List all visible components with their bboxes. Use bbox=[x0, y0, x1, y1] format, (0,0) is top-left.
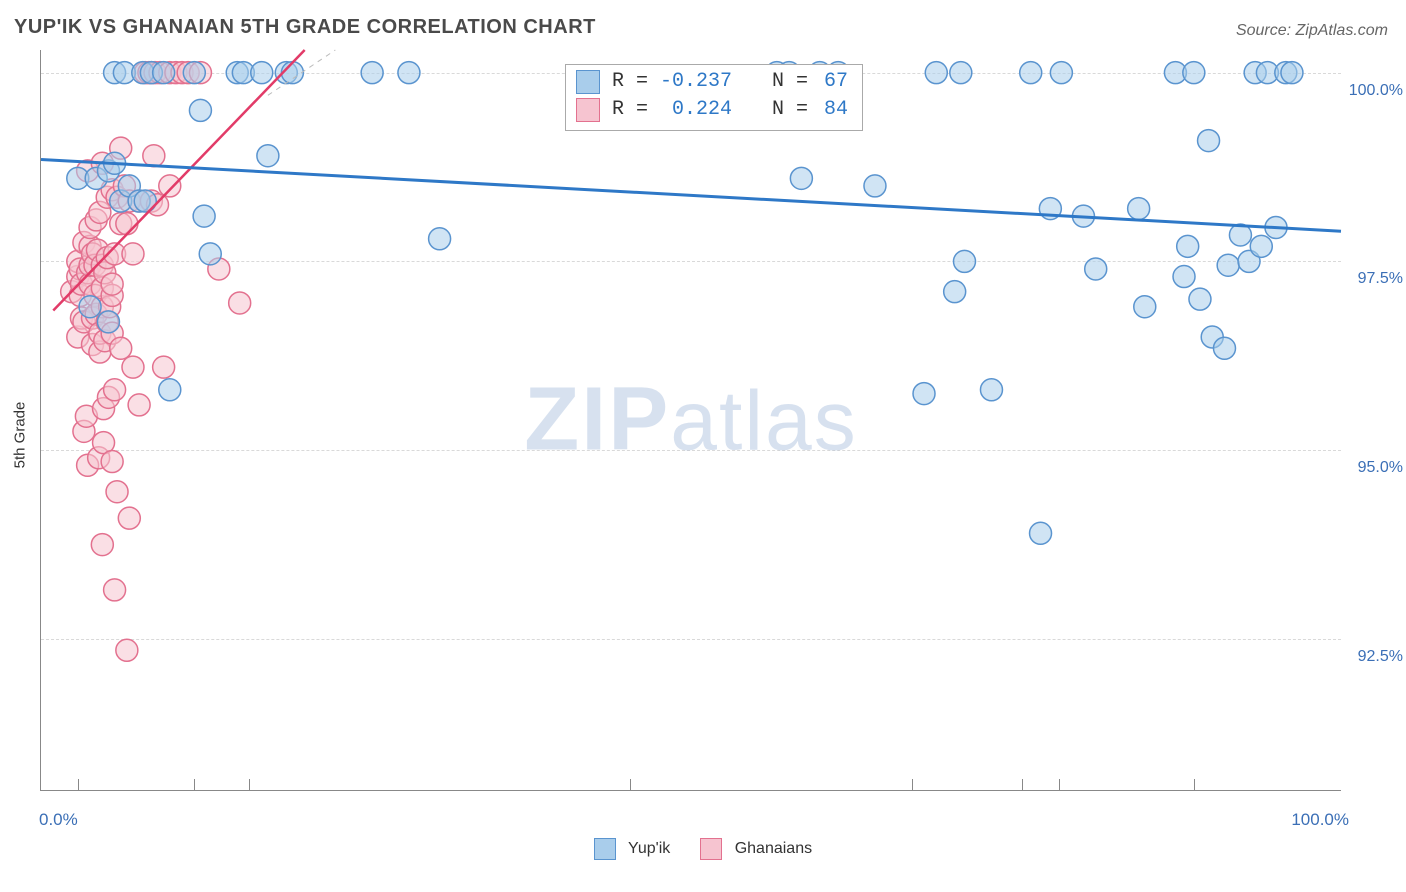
data-point bbox=[925, 62, 947, 84]
data-point bbox=[1030, 522, 1052, 544]
data-point bbox=[864, 175, 886, 197]
data-point bbox=[1213, 337, 1235, 359]
stats-swatch-pink bbox=[576, 98, 600, 122]
data-point bbox=[913, 383, 935, 405]
data-point bbox=[159, 379, 181, 401]
legend-item-pink: Ghanaians bbox=[700, 838, 812, 860]
data-point bbox=[429, 228, 451, 250]
data-point bbox=[1020, 62, 1042, 84]
data-point bbox=[128, 394, 150, 416]
data-point bbox=[361, 62, 383, 84]
data-point bbox=[1134, 296, 1156, 318]
data-point bbox=[1177, 235, 1199, 257]
data-point bbox=[101, 273, 123, 295]
x-tick bbox=[194, 779, 195, 791]
x-tick bbox=[630, 779, 631, 791]
data-point bbox=[79, 296, 101, 318]
x-tick bbox=[1194, 779, 1195, 791]
data-point bbox=[104, 579, 126, 601]
data-point bbox=[193, 205, 215, 227]
data-point bbox=[159, 175, 181, 197]
stats-row-pink: R = 0.224 N = 84 bbox=[576, 96, 848, 124]
data-point bbox=[257, 145, 279, 167]
data-point bbox=[116, 213, 138, 235]
data-point bbox=[790, 167, 812, 189]
data-point bbox=[143, 145, 165, 167]
chart-source: Source: ZipAtlas.com bbox=[1236, 22, 1388, 40]
x-tick bbox=[249, 779, 250, 791]
data-point bbox=[953, 250, 975, 272]
data-point bbox=[281, 62, 303, 84]
data-point bbox=[183, 62, 205, 84]
data-point bbox=[398, 62, 420, 84]
data-point bbox=[199, 243, 221, 265]
y-axis-label: 5th Grade bbox=[12, 402, 29, 469]
data-point bbox=[1128, 198, 1150, 220]
data-point bbox=[229, 292, 251, 314]
data-point bbox=[1085, 258, 1107, 280]
trend-line bbox=[41, 159, 1341, 231]
plot-area: 92.5%95.0%97.5%100.0% ZIPatlas 0.0% 100.… bbox=[40, 50, 1341, 791]
data-point bbox=[1173, 266, 1195, 288]
data-point bbox=[101, 451, 123, 473]
y-tick-label: 97.5% bbox=[1358, 270, 1403, 288]
stats-swatch-blue bbox=[576, 70, 600, 94]
data-point bbox=[1250, 235, 1272, 257]
x-tick bbox=[912, 779, 913, 791]
data-point bbox=[104, 379, 126, 401]
data-point bbox=[122, 243, 144, 265]
x-tick bbox=[1059, 779, 1060, 791]
data-point bbox=[91, 534, 113, 556]
y-tick-label: 95.0% bbox=[1358, 459, 1403, 477]
data-point bbox=[153, 356, 175, 378]
data-point bbox=[106, 481, 128, 503]
data-point bbox=[97, 311, 119, 333]
y-tick-label: 92.5% bbox=[1358, 648, 1403, 666]
x-tick bbox=[78, 779, 79, 791]
data-point bbox=[1183, 62, 1205, 84]
data-point bbox=[1281, 62, 1303, 84]
chart-container: YUP'IK VS GHANAIAN 5TH GRADE CORRELATION… bbox=[0, 0, 1406, 892]
data-point bbox=[980, 379, 1002, 401]
legend: Yup'ik Ghanaians bbox=[0, 838, 1406, 860]
stats-row-blue: R = -0.237 N = 67 bbox=[576, 68, 848, 96]
data-point bbox=[122, 356, 144, 378]
data-point bbox=[118, 507, 140, 529]
chart-title: YUP'IK VS GHANAIAN 5TH GRADE CORRELATION… bbox=[14, 16, 596, 39]
data-point bbox=[251, 62, 273, 84]
data-point bbox=[944, 281, 966, 303]
data-point bbox=[1217, 254, 1239, 276]
legend-swatch-pink bbox=[700, 838, 722, 860]
data-point bbox=[1189, 288, 1211, 310]
x-axis-label-min: 0.0% bbox=[39, 810, 78, 830]
data-point bbox=[950, 62, 972, 84]
data-point bbox=[153, 62, 175, 84]
data-point bbox=[189, 99, 211, 121]
stats-box: R = -0.237 N = 67 R = 0.224 N = 84 bbox=[565, 64, 863, 131]
x-axis-label-max: 100.0% bbox=[1291, 810, 1349, 830]
legend-swatch-blue bbox=[594, 838, 616, 860]
data-point bbox=[116, 639, 138, 661]
scatter-svg bbox=[41, 50, 1341, 790]
x-tick bbox=[1022, 779, 1023, 791]
y-tick-label: 100.0% bbox=[1349, 82, 1403, 100]
data-point bbox=[1050, 62, 1072, 84]
data-point bbox=[1198, 130, 1220, 152]
data-point bbox=[110, 337, 132, 359]
legend-item-blue: Yup'ik bbox=[594, 838, 670, 860]
